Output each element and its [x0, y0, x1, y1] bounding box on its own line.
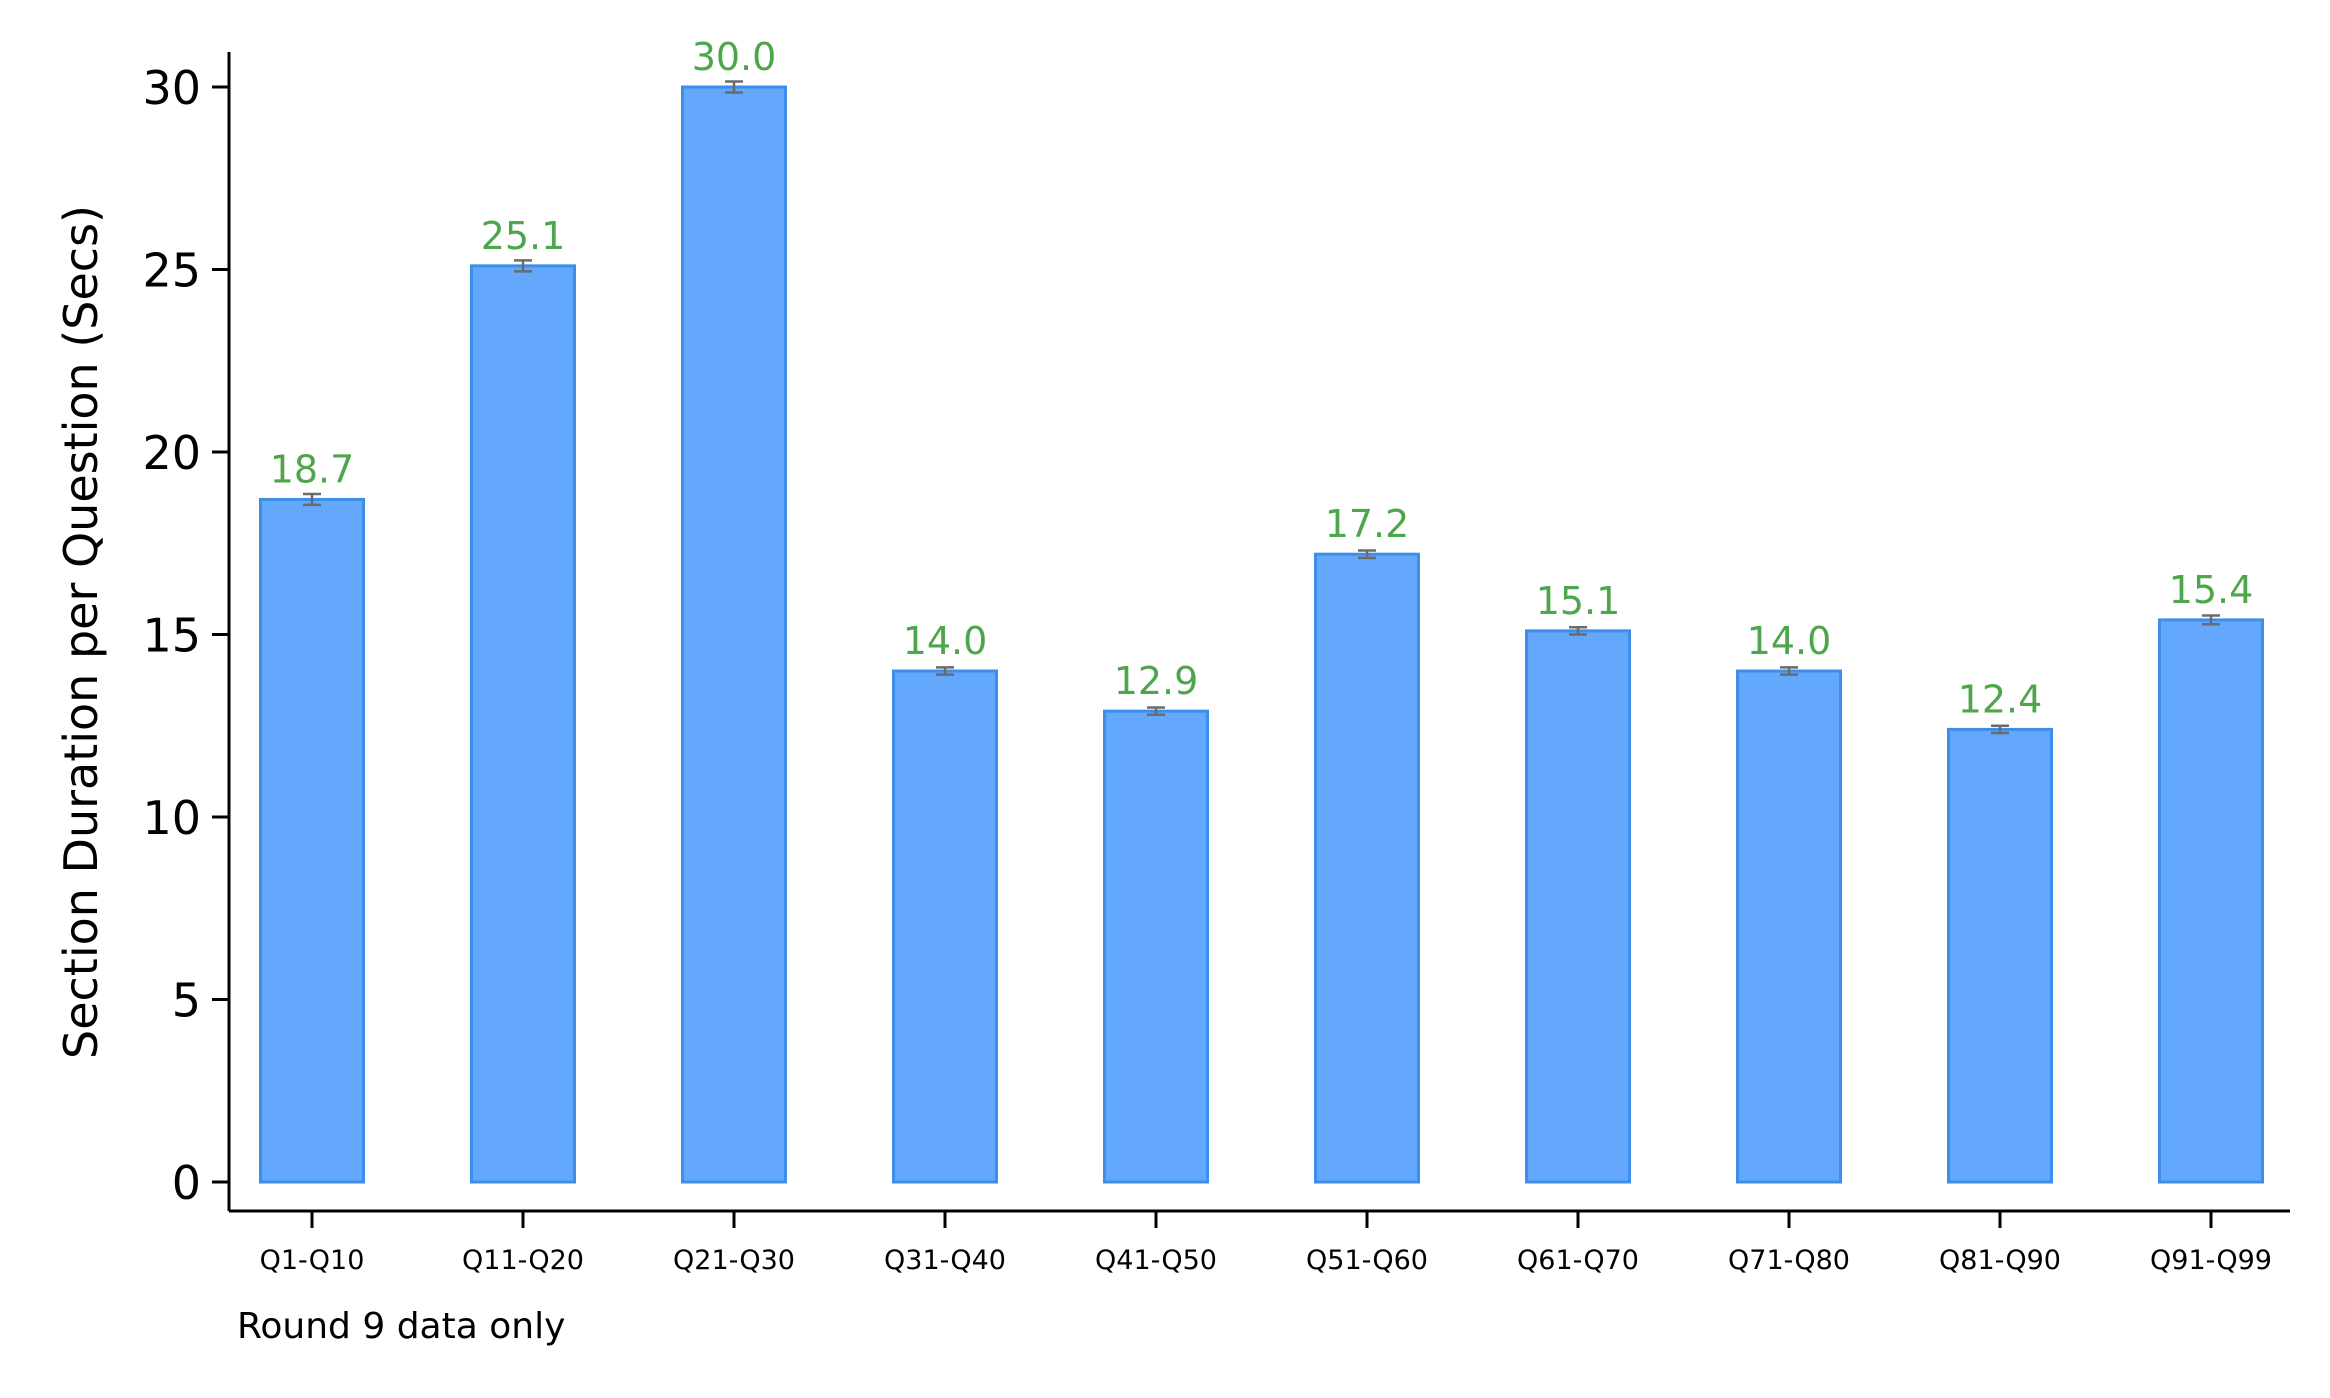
bar-value-label: 14.0 [903, 619, 988, 663]
x-tick-label: Q61-Q70 [1517, 1245, 1639, 1276]
x-tick-label: Q91-Q99 [2150, 1245, 2272, 1276]
bar-value-label: 14.0 [1747, 619, 1832, 663]
x-tick-label: Q31-Q40 [884, 1245, 1006, 1276]
error-bar [2202, 614, 2220, 626]
bar-value-label: 12.9 [1114, 659, 1199, 703]
bar-value-label: 15.4 [2169, 568, 2254, 612]
bar-value-label: 15.1 [1536, 579, 1621, 623]
bar-value-label: 30.0 [692, 35, 777, 79]
error-bar [725, 80, 743, 94]
x-tick-label: Q1-Q10 [260, 1245, 365, 1276]
x-tick-label: Q81-Q90 [1939, 1245, 2061, 1276]
bar [892, 669, 998, 1184]
y-axis-title: Section Duration per Question (Secs) [54, 205, 108, 1059]
x-tick-label: Q11-Q20 [462, 1245, 584, 1276]
bar [1103, 709, 1209, 1184]
bar [259, 497, 365, 1184]
x-tick-label: Q71-Q80 [1728, 1245, 1850, 1276]
y-tick-label: 5 [172, 974, 201, 1028]
x-tick-label: Q21-Q30 [673, 1245, 795, 1276]
bar-value-label: 18.7 [270, 447, 355, 491]
bar [1314, 552, 1420, 1184]
bar [2158, 618, 2264, 1184]
y-tick-label: 25 [142, 244, 201, 298]
bar [1525, 629, 1631, 1184]
bar-value-label: 25.1 [481, 214, 566, 258]
x-tick-label: Q51-Q60 [1306, 1245, 1428, 1276]
y-tick-label: 20 [142, 426, 201, 480]
bar [1736, 669, 1842, 1184]
y-tick-label: 30 [142, 61, 201, 115]
y-tick-label: 10 [142, 791, 201, 845]
data-labels: 18.7 25.1 30.0 14.0 12.9 17.2 15.1 14.0 12.4 15.4 [270, 35, 2254, 721]
error-bar [1147, 706, 1165, 717]
y-tick-label: 15 [142, 609, 201, 663]
error-bar [1780, 666, 1798, 676]
error-bar [1569, 625, 1587, 636]
error-bar [936, 666, 954, 676]
bar-value-label: 17.2 [1325, 502, 1410, 546]
y-tick-label: 0 [172, 1156, 201, 1210]
error-bar [303, 492, 321, 507]
bar [470, 264, 576, 1184]
bars [259, 80, 2264, 1184]
bar-value-label: 12.4 [1958, 677, 2043, 721]
bar [1947, 727, 2053, 1184]
x-tick-label: Q41-Q50 [1095, 1245, 1217, 1276]
error-bar [514, 259, 532, 273]
y-axis: 0 5 10 15 20 25 30 [142, 52, 231, 1211]
error-bar [1358, 549, 1376, 560]
chart-note: Round 9 data only [237, 1306, 565, 1347]
bar [681, 85, 787, 1184]
error-bar [1991, 724, 2009, 735]
x-axis: Q1-Q10 Q11-Q20 Q21-Q30 Q31-Q40 Q41-Q50 Q51-Q6… [229, 1209, 2290, 1276]
